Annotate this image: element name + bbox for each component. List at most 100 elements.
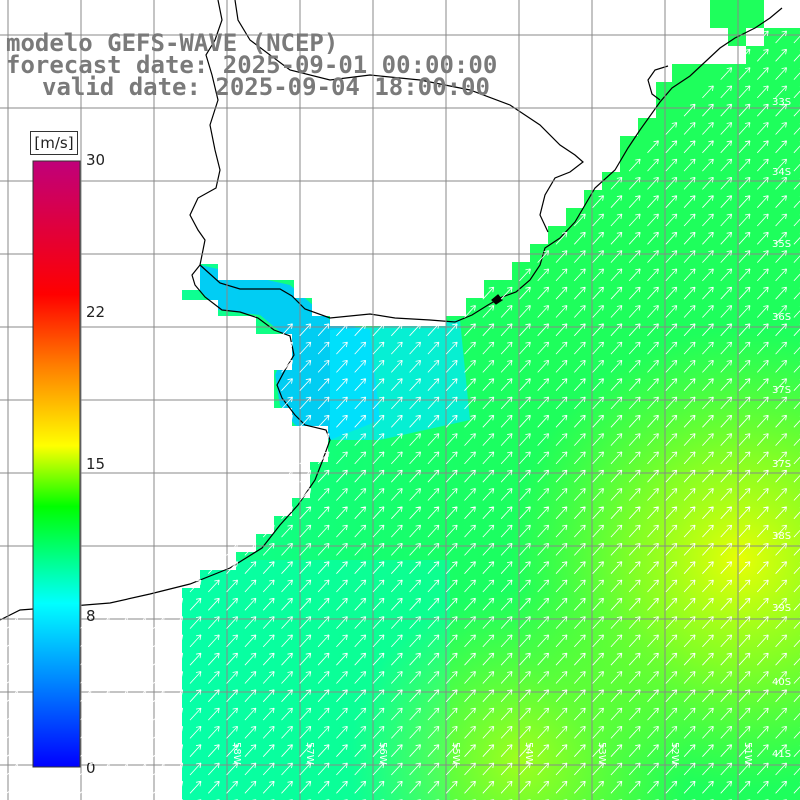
wind-arrow xyxy=(262,597,275,611)
wind-arrow xyxy=(354,652,367,666)
wind-arrow xyxy=(354,469,367,483)
wind-arrow xyxy=(738,122,751,135)
lon-label-53w: 53W xyxy=(596,742,607,765)
wind-arrow xyxy=(336,378,348,391)
wind-arrow xyxy=(702,414,714,428)
wind-arrow xyxy=(482,305,495,318)
wind-arrow xyxy=(445,451,458,465)
wind-arrow xyxy=(592,341,604,355)
wind-arrow xyxy=(281,341,293,355)
wind-arrow xyxy=(317,488,330,501)
wind-arrow xyxy=(628,231,641,245)
wind-arrow xyxy=(354,634,367,648)
wind-arrow xyxy=(775,323,787,337)
wind-arrow xyxy=(537,414,550,428)
wind-arrow xyxy=(409,634,421,648)
wind-arrow xyxy=(537,433,550,446)
wind-arrow xyxy=(299,506,312,520)
wind-arrow xyxy=(702,231,714,245)
wind-arrow xyxy=(738,707,751,721)
wind-arrow xyxy=(628,616,641,629)
wind-arrow xyxy=(500,652,513,666)
wind-arrow xyxy=(189,689,202,703)
wind-arrow xyxy=(574,616,586,629)
wind-arrow xyxy=(738,762,751,776)
wind-arrow xyxy=(665,780,678,794)
wind-arrow xyxy=(427,360,440,373)
wind-arrow xyxy=(720,616,733,629)
wind-arrow xyxy=(226,634,238,648)
wind-arrow xyxy=(757,414,769,428)
wind-arrow xyxy=(317,726,330,739)
wind-arrow xyxy=(500,726,513,739)
wind-arrow xyxy=(317,744,330,757)
wind-arrow xyxy=(574,414,586,428)
wind-arrow xyxy=(500,469,513,483)
wind-arrow xyxy=(79,726,92,739)
wind-arrow xyxy=(427,597,440,611)
wind-arrow xyxy=(665,524,678,538)
wind-arrow xyxy=(464,689,476,703)
wind-arrow xyxy=(738,469,751,483)
wind-arrow xyxy=(372,524,385,538)
wind-arrow xyxy=(702,85,714,99)
wind-arrow xyxy=(793,745,800,757)
wind-arrow xyxy=(610,231,623,245)
wind-arrow xyxy=(592,488,604,501)
wind-arrow xyxy=(665,707,678,721)
wind-arrow xyxy=(391,689,403,703)
wind-arrow xyxy=(171,597,184,611)
wind-arrow xyxy=(262,652,275,666)
wind-arrow xyxy=(683,689,696,703)
wind-arrow xyxy=(775,140,787,154)
wind-arrow xyxy=(482,469,495,483)
wind-arrow xyxy=(683,488,696,501)
wind-arrow xyxy=(665,250,678,263)
wind-arrow xyxy=(757,378,769,391)
wind-arrow xyxy=(757,67,769,80)
wind-arrow xyxy=(281,360,293,373)
wind-arrow xyxy=(683,762,696,776)
wind-arrow xyxy=(208,726,220,739)
wind-arrow xyxy=(464,360,476,373)
wind-arrow xyxy=(43,780,55,794)
wind-arrow xyxy=(555,524,568,538)
wind-arrow xyxy=(610,707,623,721)
wind-arrow xyxy=(500,780,513,794)
wind-arrow xyxy=(647,579,659,593)
wind-arrow xyxy=(793,397,800,410)
wind-arrow xyxy=(683,213,696,227)
wind-arrow xyxy=(391,451,403,465)
wind-arrow xyxy=(226,780,238,794)
wind-arrow xyxy=(537,762,550,776)
wind-arrow xyxy=(574,341,586,355)
wind-arrow xyxy=(757,726,769,739)
wind-arrow xyxy=(134,652,147,666)
wind-arrow xyxy=(647,469,659,483)
wind-arrow xyxy=(226,762,238,776)
wind-arrow xyxy=(757,579,769,593)
wind-arrow xyxy=(610,488,623,501)
wind-arrow xyxy=(683,286,696,300)
wind-arrow xyxy=(482,341,495,355)
wind-arrow xyxy=(702,726,714,739)
wind-arrow xyxy=(519,268,531,282)
wind-arrow xyxy=(6,652,19,666)
wind-arrow xyxy=(317,652,330,666)
wind-arrow xyxy=(537,506,550,520)
wind-arrow xyxy=(628,433,641,446)
wind-arrow xyxy=(720,396,733,410)
wind-arrow xyxy=(665,378,678,391)
wind-arrow xyxy=(738,360,751,373)
wind-arrow xyxy=(482,543,495,556)
wind-arrow xyxy=(427,726,440,739)
wind-arrow xyxy=(336,744,348,757)
wind-arrow xyxy=(555,451,568,465)
wind-arrow xyxy=(500,616,513,629)
argentina-land xyxy=(0,0,328,616)
wind-arrow xyxy=(244,616,257,629)
wind-arrow xyxy=(628,744,641,757)
wind-arrow xyxy=(555,341,568,355)
wind-arrow xyxy=(628,286,641,300)
